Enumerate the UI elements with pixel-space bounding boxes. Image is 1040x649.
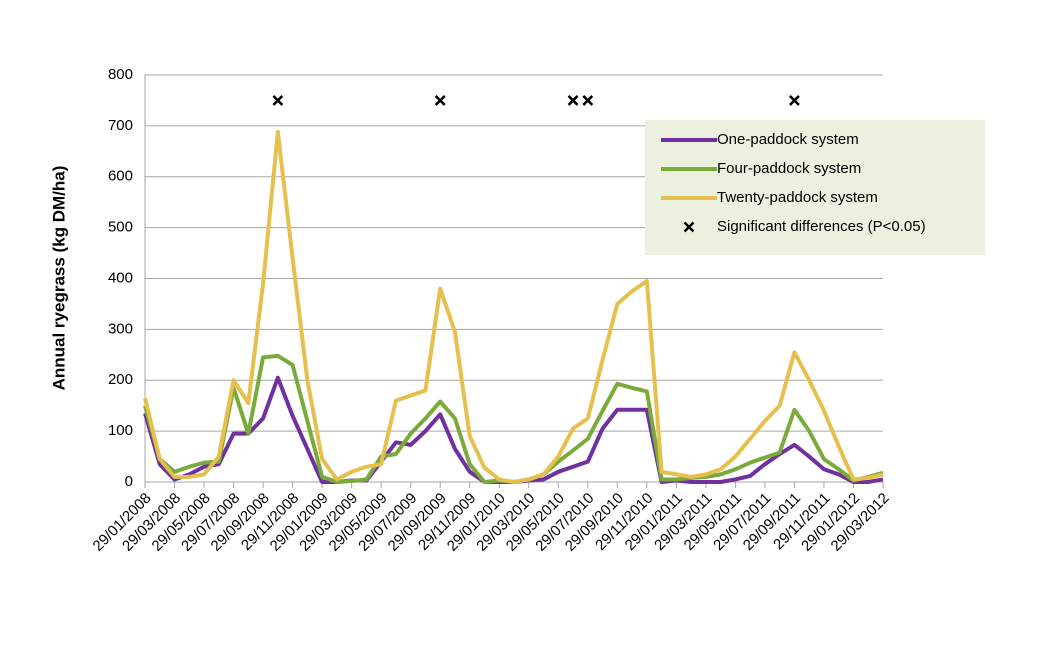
y-tick-label: 500: [108, 219, 133, 236]
significance-marker: [789, 95, 800, 106]
y-tick-label: 100: [108, 422, 133, 439]
significance-marker: [272, 95, 284, 106]
significance-marker: [434, 95, 446, 106]
series-line: [143, 353, 884, 484]
y-tick-label: 300: [108, 320, 133, 337]
cross-stroke: [789, 95, 800, 106]
cross-stroke: [582, 95, 594, 106]
y-tick-label: 600: [108, 168, 133, 185]
legend-box: [645, 120, 985, 255]
legend-label: Twenty-paddock system: [717, 189, 878, 206]
cross-stroke: [567, 95, 579, 106]
cross-stroke: [683, 221, 695, 233]
significance-marker: [582, 95, 594, 106]
cross-stroke: [434, 95, 446, 106]
y-tick-label: 800: [108, 66, 133, 83]
legend-marker: [683, 221, 695, 233]
y-axis-label: Annual ryegrass (kg DM/ha): [49, 166, 68, 391]
y-tick-label: 700: [108, 117, 133, 134]
legend-label: Significant differences (P<0.05): [717, 218, 926, 235]
significance-marker: [567, 95, 579, 106]
y-tick-label: 0: [125, 473, 133, 490]
y-tick-label: 200: [108, 371, 133, 388]
y-tick-label: 400: [108, 269, 133, 286]
legend-label: Four-paddock system: [717, 160, 861, 177]
series-line: [143, 129, 884, 484]
legend-label: One-paddock system: [717, 131, 859, 148]
cross-stroke: [272, 95, 284, 106]
